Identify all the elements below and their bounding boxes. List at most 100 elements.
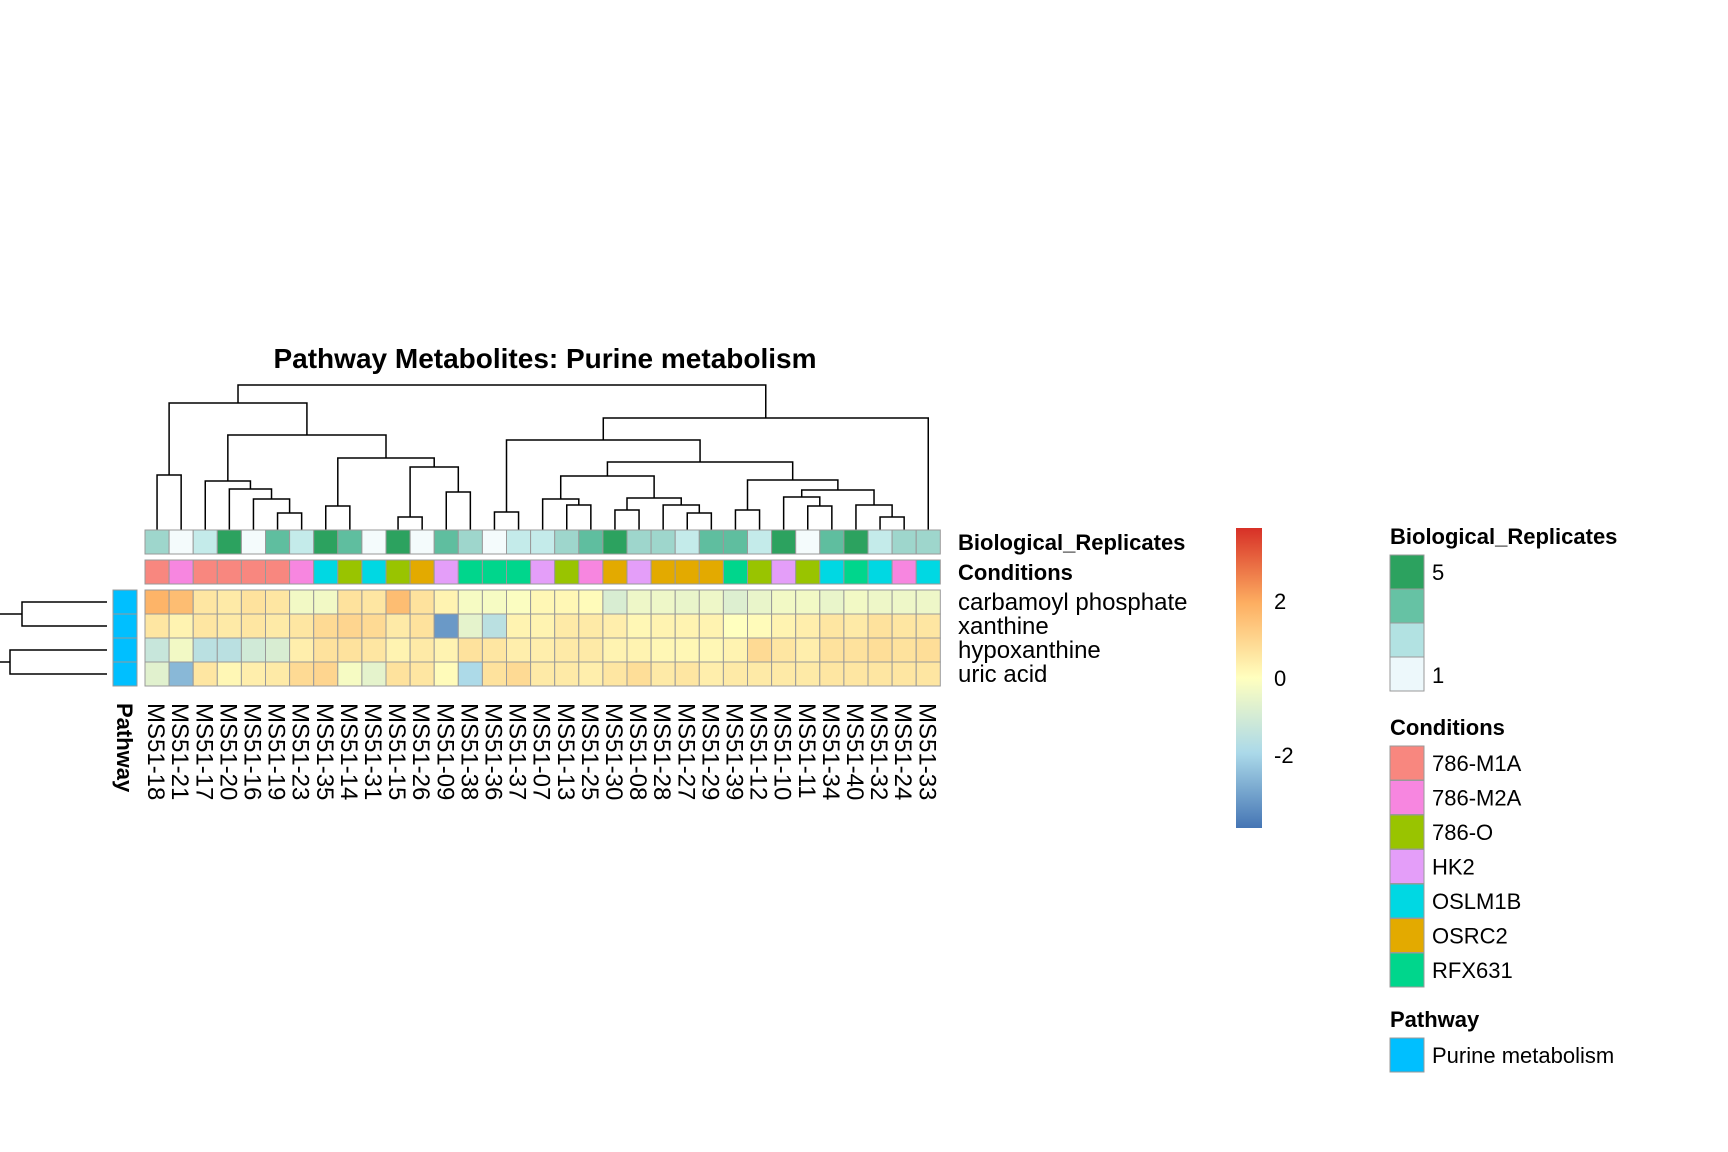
column-label: MS51-28 — [648, 703, 675, 800]
condition-cell — [457, 559, 483, 585]
heatmap-cell — [747, 589, 773, 615]
legend-condition-swatch — [1389, 849, 1425, 884]
heatmap-cell — [819, 637, 845, 663]
bio-replicate-cell — [915, 529, 941, 555]
condition-cell — [409, 559, 435, 585]
bio-replicate-cell — [433, 529, 459, 555]
heatmap-cell — [771, 661, 797, 687]
bio-replicate-cell — [747, 529, 773, 555]
heatmap-cell — [168, 613, 194, 639]
column-label: MS51-26 — [407, 703, 434, 800]
column-label: MS51-33 — [913, 703, 940, 800]
heatmap-cell — [867, 613, 893, 639]
condition-cell — [674, 559, 700, 585]
heatmap-cell — [361, 589, 387, 615]
heatmap-cell — [530, 637, 556, 663]
condition-cell — [771, 559, 797, 585]
bio-replicate-cell — [843, 529, 869, 555]
column-label: MS51-34 — [817, 703, 844, 800]
heatmap-cell — [457, 637, 483, 663]
heatmap-cell — [385, 637, 411, 663]
heatmap-cell — [240, 589, 266, 615]
pathway-cell — [112, 637, 138, 663]
column-label: MS51-30 — [600, 703, 627, 800]
heatmap-cell — [361, 661, 387, 687]
column-label: MS51-31 — [359, 703, 386, 800]
heatmap-cell — [771, 613, 797, 639]
heatmap-cell — [433, 661, 459, 687]
bio-replicate-cell — [168, 529, 194, 555]
heatmap-cell — [747, 637, 773, 663]
heatmap-cell — [891, 589, 917, 615]
column-label: MS51-18 — [142, 703, 169, 800]
legend-condition-label: OSLM1B — [1432, 889, 1521, 914]
column-label: MS51-15 — [383, 703, 410, 800]
bio-replicate-cell — [650, 529, 676, 555]
heatmap-cell — [722, 661, 749, 687]
bio-replicate-cell — [265, 529, 291, 555]
pathway-cell — [112, 589, 138, 615]
heatmap-cell — [626, 613, 652, 639]
condition-cell — [337, 559, 363, 585]
heatmap-cell — [385, 589, 411, 615]
condition-cell — [530, 559, 556, 585]
row-label: uric acid — [958, 661, 1047, 688]
legend-bio-swatch — [1389, 554, 1425, 590]
bio-replicate-cell — [144, 529, 170, 555]
pathway-cell — [112, 661, 138, 687]
heatmap-cell — [578, 613, 604, 639]
legend-bio-swatch — [1389, 588, 1425, 624]
column-label: MS51-07 — [528, 703, 555, 800]
bio-replicate-cell — [554, 529, 580, 555]
heatmap-cell — [554, 637, 580, 663]
column-label: MS51-13 — [552, 703, 579, 800]
column-label: MS51-32 — [865, 703, 892, 800]
condition-cell — [144, 559, 170, 585]
column-label: MS51-24 — [889, 703, 916, 800]
heatmap-cell — [578, 637, 604, 663]
heatmap-cell — [216, 637, 242, 663]
row-label: carbamoyl phosphate — [958, 589, 1187, 616]
column-label: MS51-16 — [238, 703, 265, 800]
bio-replicate-cell — [771, 529, 797, 555]
heatmap-cell — [722, 637, 749, 663]
bio-replicate-cell — [867, 529, 893, 555]
condition-cell — [626, 559, 652, 585]
bio-replicate-cell — [795, 529, 821, 555]
row-label: hypoxanthine — [958, 637, 1101, 664]
bio-replicate-cell — [337, 529, 363, 555]
legend-condition-swatch — [1389, 918, 1425, 953]
condition-cell — [313, 559, 339, 585]
heatmap-cell — [265, 589, 291, 615]
heatmap-cell — [409, 637, 435, 663]
row-label: xanthine — [958, 613, 1049, 640]
legend-condition-label: 786-O — [1432, 820, 1493, 845]
heatmap-cell — [554, 661, 580, 687]
heatmap-cell — [216, 661, 242, 687]
heatmap-cell — [915, 589, 941, 615]
column-label: MS51-14 — [335, 703, 362, 800]
heatmap-cell — [602, 613, 628, 639]
heatmap-cell — [843, 637, 869, 663]
bio-replicate-cell — [457, 529, 483, 555]
legend-pathway-label: Purine metabolism — [1432, 1043, 1614, 1068]
legend-condition-label: HK2 — [1432, 855, 1475, 880]
bio-replicate-cell — [626, 529, 652, 555]
heatmap-cell — [747, 613, 773, 639]
column-label: MS51-35 — [311, 703, 338, 800]
heatmap-cell — [216, 613, 242, 639]
heatmap-cell — [795, 637, 821, 663]
condition-cell — [747, 559, 773, 585]
condition-cell — [168, 559, 194, 585]
heatmap-cell — [530, 661, 556, 687]
bio-replicate-cell — [698, 529, 724, 555]
column-label: MS51-12 — [745, 703, 772, 800]
heatmap-cell — [313, 589, 339, 615]
heatmap-cell — [289, 589, 315, 615]
condition-cell — [578, 559, 604, 585]
dendrogram-layer — [0, 384, 929, 675]
heatmap-cell — [554, 613, 580, 639]
legend-title-pathway: Pathway — [1390, 1007, 1480, 1032]
heatmap-cell — [144, 589, 170, 615]
